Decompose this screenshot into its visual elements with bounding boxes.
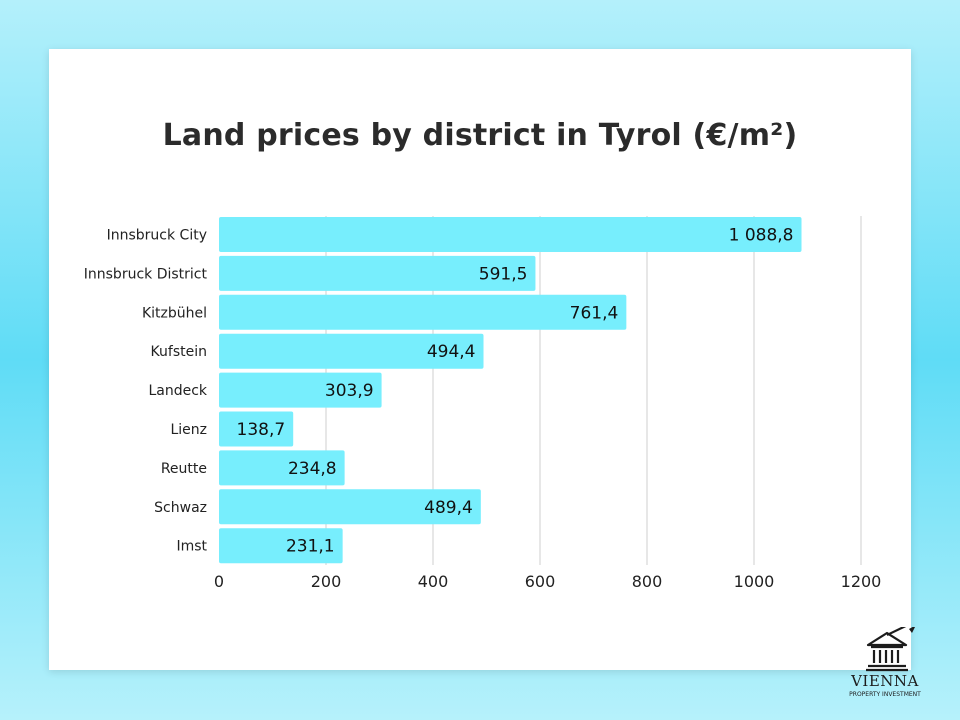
- bar-value-label-4: 303,9: [325, 381, 374, 401]
- company-logo: VIENNA PROPERTY INVESTMENT: [842, 627, 928, 705]
- bar-4: [219, 372, 382, 408]
- bar-7: [219, 489, 481, 525]
- chart-title: Land prices by district in Tyrol (€/m²): [162, 118, 798, 153]
- category-label-2: Kitzbühel: [142, 305, 207, 321]
- x-tick-label-0: 0: [214, 572, 224, 591]
- category-label-0: Innsbruck City: [107, 228, 207, 244]
- x-tick-label-600: 600: [525, 572, 556, 591]
- bar-3: [219, 333, 484, 369]
- category-label-6: Reutte: [161, 461, 207, 477]
- bar-value-label-7: 489,4: [424, 498, 473, 518]
- category-label-7: Schwaz: [154, 500, 207, 516]
- category-label-1: Innsbruck District: [84, 266, 208, 282]
- bar-value-label-0: 1 088,8: [729, 226, 794, 246]
- x-tick-label-800: 800: [632, 572, 663, 591]
- bar-0: [219, 217, 802, 252]
- x-tick-label-1000: 1000: [734, 572, 775, 591]
- logo-name: VIENNA: [851, 672, 919, 690]
- bar-value-label-5: 138,7: [237, 420, 286, 440]
- bar-value-label-8: 231,1: [286, 537, 335, 557]
- bar-value-label-2: 761,4: [570, 303, 619, 323]
- category-label-4: Landeck: [148, 383, 207, 399]
- bar-8: [219, 528, 343, 564]
- x-tick-label-400: 400: [418, 572, 449, 591]
- bar-5: [219, 411, 294, 447]
- bar-value-label-3: 494,4: [427, 342, 476, 362]
- bar-6: [219, 450, 345, 486]
- building-growth-icon: [866, 627, 915, 672]
- x-tick-label-200: 200: [311, 572, 342, 591]
- x-tick-label-1200: 1200: [841, 572, 882, 591]
- logo-subtitle: PROPERTY INVESTMENT: [849, 691, 921, 698]
- bar-2: [219, 294, 627, 330]
- bar-1: [219, 255, 536, 291]
- category-label-5: Lienz: [170, 422, 207, 438]
- bar-value-label-1: 591,5: [479, 264, 528, 284]
- category-label-8: Imst: [176, 539, 207, 555]
- category-label-3: Kufstein: [151, 344, 207, 360]
- bar-value-label-6: 234,8: [288, 459, 337, 479]
